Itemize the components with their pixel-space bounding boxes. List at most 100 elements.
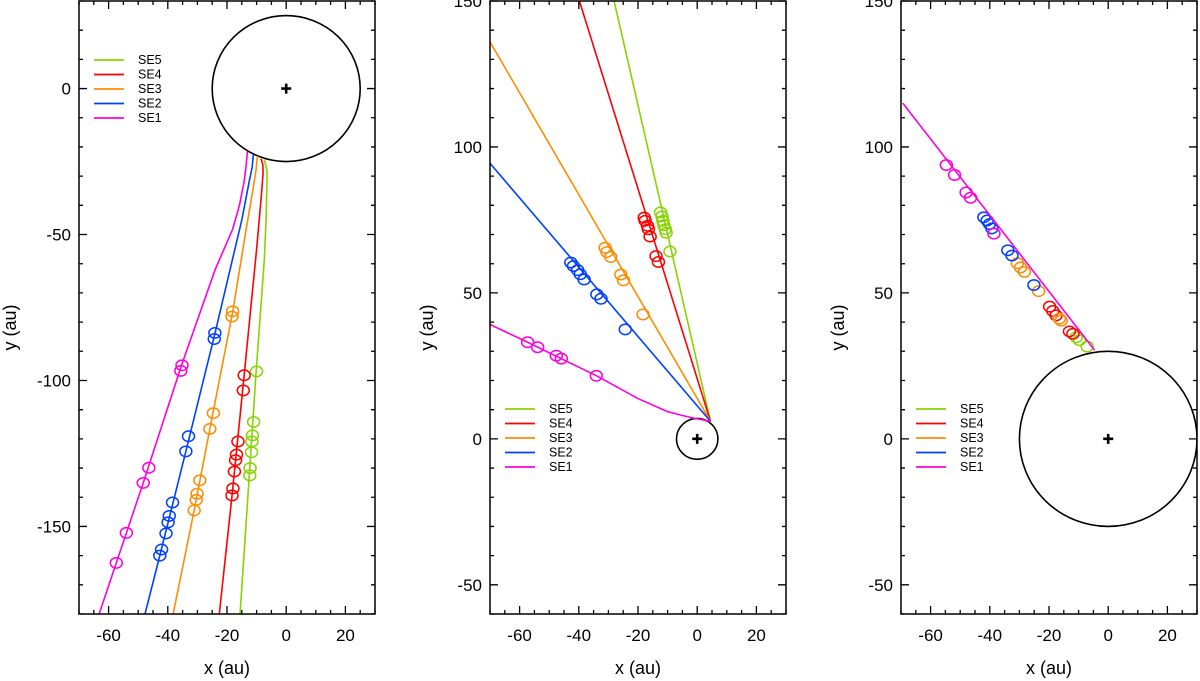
data-point-se2 [1005, 249, 1019, 262]
data-point-se3 [225, 310, 239, 323]
plot-area [98, 14, 362, 614]
data-point-se3 [225, 305, 240, 318]
data-point-se3 [1054, 314, 1068, 327]
x-tick-label: -40 [567, 626, 592, 645]
legend-label: SE5 [960, 402, 984, 416]
y-tick-label: 0 [473, 430, 482, 449]
data-point-se2 [207, 333, 222, 345]
data-point-se4 [229, 448, 244, 461]
series-line-se4 [218, 158, 264, 614]
data-point-se1 [142, 461, 156, 474]
data-point-se2 [162, 509, 177, 522]
planet-circle [211, 14, 362, 163]
data-point-se5 [656, 214, 670, 227]
y-tick-label: 150 [865, 0, 893, 11]
legend-label: SE1 [960, 460, 984, 474]
data-point-se1 [987, 227, 1001, 240]
data-point-se3 [193, 474, 207, 487]
legend-label: SE3 [960, 431, 984, 445]
x-tick-label: -20 [626, 626, 651, 645]
x-tick-label: -40 [978, 626, 1003, 645]
data-point-se5 [246, 415, 261, 428]
data-point-se5 [245, 429, 260, 442]
y-axis-label: y (au) [417, 304, 437, 350]
data-point-se4 [1066, 327, 1080, 340]
x-tick-label: 20 [1158, 626, 1177, 645]
data-point-se1 [136, 476, 150, 489]
y-tick-label: 150 [454, 0, 482, 11]
x-tick-label: -40 [156, 626, 181, 645]
data-point-se1 [589, 369, 604, 382]
series-line-se2 [490, 162, 712, 422]
y-tick-label: 50 [874, 284, 893, 303]
legend-label: SE4 [549, 417, 573, 431]
data-point-se2 [153, 549, 167, 562]
series-line-se5 [613, 1, 712, 422]
x-tick-label: 0 [692, 626, 701, 645]
x-tick-label: 0 [1103, 626, 1112, 645]
data-point-se3 [203, 422, 217, 435]
data-point-se5 [243, 469, 257, 482]
series-line-se1 [98, 151, 249, 614]
data-point-se4 [1062, 325, 1077, 338]
data-point-se4 [231, 435, 245, 448]
data-point-se1 [174, 364, 188, 377]
legend-label: SE4 [960, 417, 984, 431]
data-point-se3 [187, 504, 201, 517]
x-tick-label: 20 [336, 626, 355, 645]
data-point-se2 [154, 543, 169, 556]
data-point-se4 [226, 482, 240, 495]
data-point-se4 [236, 384, 251, 397]
y-axis-label: y (au) [828, 304, 848, 350]
x-tick-label: 20 [747, 626, 766, 645]
legend-label: SE2 [549, 446, 573, 460]
data-point-se3 [1031, 285, 1046, 298]
legend-label: SE1 [138, 111, 162, 125]
legend-label: SE5 [549, 402, 573, 416]
data-point-se1 [939, 159, 954, 172]
data-point-se3 [206, 407, 221, 420]
data-point-se1 [947, 169, 962, 181]
y-tick-label: 100 [454, 138, 482, 157]
series-line-se3 [490, 41, 712, 422]
data-point-se1 [119, 526, 134, 539]
data-point-se2 [159, 527, 173, 540]
y-tick-label: -50 [46, 226, 71, 245]
data-point-se4 [228, 454, 243, 467]
plot-area [902, 102, 1197, 528]
data-point-se2 [165, 496, 180, 509]
data-point-se1 [530, 341, 545, 354]
data-point-se2 [985, 222, 999, 235]
data-point-se3 [604, 251, 618, 263]
legend-label: SE5 [138, 53, 162, 67]
data-point-se2 [161, 516, 175, 529]
data-point-se3 [1052, 312, 1067, 325]
y-tick-label: -100 [37, 371, 71, 390]
data-point-se3 [1017, 265, 1032, 278]
x-tick-label: -60 [507, 626, 532, 645]
data-point-se4 [237, 369, 251, 382]
plot-frame [78, 0, 376, 615]
data-point-se1 [109, 556, 124, 569]
x-axis-label: x (au) [1026, 658, 1072, 678]
data-point-se2 [618, 323, 633, 336]
legend-label: SE3 [549, 431, 573, 445]
y-tick-label: 0 [884, 430, 893, 449]
data-point-se2 [577, 273, 591, 286]
data-point-se2 [181, 430, 196, 443]
data-point-se2 [208, 326, 222, 339]
x-tick-label: -60 [918, 626, 943, 645]
data-point-se2 [566, 260, 581, 272]
y-tick-label: -150 [37, 517, 71, 536]
x-tick-label: -20 [215, 626, 240, 645]
series-line-se1 [490, 323, 711, 423]
plot-frame [489, 0, 787, 615]
data-point-se2 [594, 292, 608, 305]
axis-ticks [78, 0, 376, 615]
y-tick-label: 0 [62, 80, 71, 99]
data-point-se5 [663, 245, 677, 258]
data-point-se3 [636, 308, 650, 321]
plot-area [490, 1, 719, 461]
